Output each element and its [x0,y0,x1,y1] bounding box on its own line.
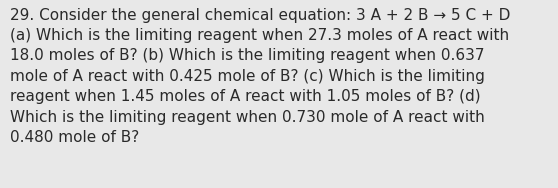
Text: 29. Consider the general chemical equation: 3 A + 2 B → 5 C + D
(a) Which is the: 29. Consider the general chemical equati… [10,8,511,145]
